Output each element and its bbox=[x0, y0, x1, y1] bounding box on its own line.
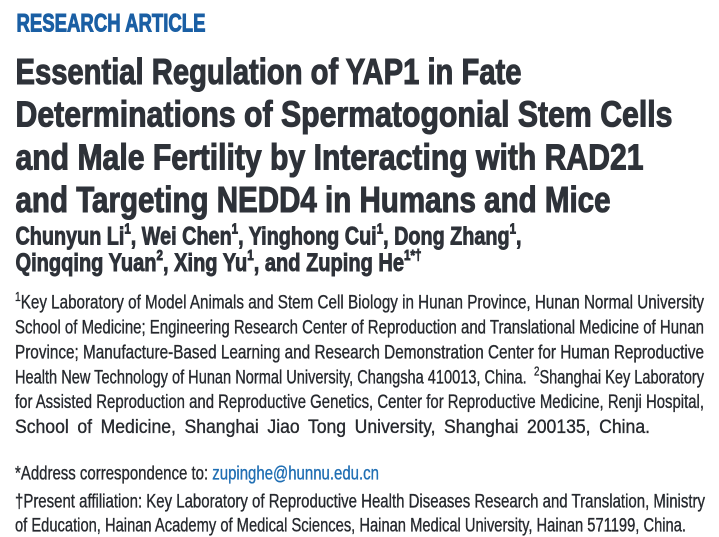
svg-text:for Assisted Reproduction and: for Assisted Reproduction and Reproducti… bbox=[15, 392, 704, 413]
svg-text:Determinations of Spermatogoni: Determinations of Spermatogonial Stem Ce… bbox=[16, 94, 673, 135]
svg-text:and Male Fertility by Interact: and Male Fertility by Interacting with R… bbox=[16, 136, 644, 177]
svg-text:and Targeting NEDD4 in Humans: and Targeting NEDD4 in Humans and Mice bbox=[16, 179, 611, 220]
svg-text:†Present affiliation: Key Labo: †Present affiliation: Key Laboratory of … bbox=[15, 491, 705, 512]
svg-text:School of Medicine, Shanghai J: School of Medicine, Shanghai Jiao Tong U… bbox=[15, 417, 650, 438]
svg-text:Health New Technology of Hunan: Health New Technology of Hunan Normal Un… bbox=[15, 364, 704, 389]
svg-text:Qingqing Yuan2, Xing Yu1, and: Qingqing Yuan2, Xing Yu1, and Zuping He1… bbox=[16, 248, 422, 277]
svg-text:Chunyun Li1, Wei Chen1, Yingho: Chunyun Li1, Wei Chen1, Yinghong Cui1, D… bbox=[16, 221, 522, 250]
svg-text:1Key Laboratory of Model Anima: 1Key Laboratory of Model Animals and Ste… bbox=[15, 289, 704, 314]
svg-text:of Education, Hainan Academy o: of Education, Hainan Academy of Medical … bbox=[15, 516, 686, 537]
svg-text:RESEARCH ARTICLE: RESEARCH ARTICLE bbox=[17, 10, 206, 38]
svg-text:School of Medicine; Engineerin: School of Medicine; Engineering Research… bbox=[15, 318, 704, 339]
svg-text:Essential Regulation of YAP1 i: Essential Regulation of YAP1 in Fate bbox=[16, 51, 522, 92]
svg-text:*Address correspondence to: zu: *Address correspondence to: zupinghe@hun… bbox=[15, 464, 379, 485]
svg-text:Province; Manufacture-Based Le: Province; Manufacture-Based Learning and… bbox=[15, 342, 704, 363]
